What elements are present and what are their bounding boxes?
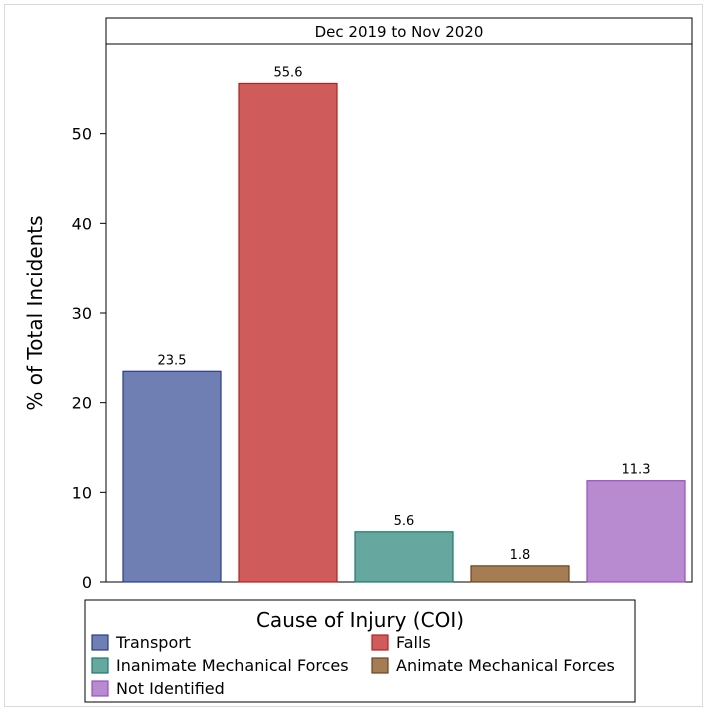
data-label: 23.5 (158, 353, 187, 368)
y-tick-label: 0 (82, 573, 92, 592)
legend-swatch (371, 657, 389, 674)
legend-swatch (91, 634, 109, 651)
legend-items: Transport Falls Inanimate Mechanical Force… (91, 633, 615, 698)
legend-swatch (91, 657, 109, 674)
bar-animate-mechanical-forces (470, 565, 570, 583)
y-tick-label: 30 (72, 304, 92, 323)
legend-label: Inanimate Mechanical Forces (116, 656, 349, 675)
legend-box (84, 599, 636, 703)
y-axis-title: % of Total Incidents (23, 215, 47, 410)
data-label: 1.8 (510, 548, 531, 563)
data-label: 5.6 (394, 514, 415, 529)
panel-title: Dec 2019 to Nov 2020 (315, 23, 484, 41)
bars: 23.5 55.6 5.6 1.8 11.3 (122, 65, 686, 583)
chart-frame (4, 4, 703, 707)
bar-not-identified (586, 480, 686, 583)
data-label: 11.3 (622, 463, 651, 478)
y-tick-label: 40 (72, 214, 92, 233)
y-tick-label: 20 (72, 394, 92, 413)
y-axis: 0 10 20 30 40 50 (72, 125, 106, 592)
legend-label: Transport (115, 633, 191, 652)
bar-falls (238, 82, 338, 583)
data-label: 55.6 (274, 65, 303, 80)
legend-title: Cause of Injury (COI) (256, 608, 464, 632)
legend-label: Falls (396, 633, 431, 652)
legend-swatch (91, 680, 109, 697)
bar-transport (122, 370, 222, 583)
y-tick-label: 50 (72, 125, 92, 144)
legend-label: Animate Mechanical Forces (396, 656, 615, 675)
legend-swatch (371, 634, 389, 651)
legend: Cause of Injury (COI) Transport Falls Inan… (84, 599, 636, 703)
y-tick-label: 10 (72, 483, 92, 502)
legend-label: Not Identified (116, 679, 225, 698)
bar-inanimate-mechanical-forces (354, 531, 454, 583)
